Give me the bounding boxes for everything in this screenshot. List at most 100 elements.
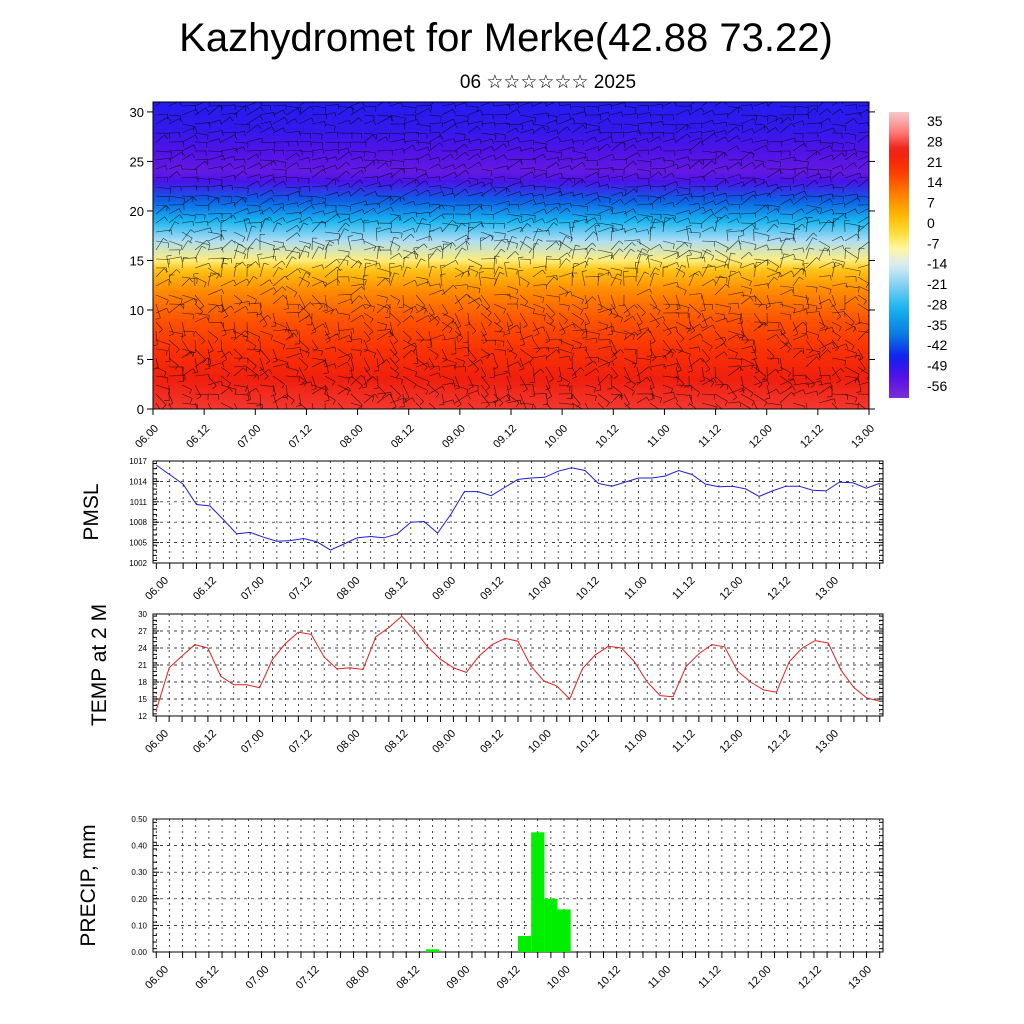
wind-barb <box>363 330 371 340</box>
wind-barb <box>506 324 518 332</box>
wind-barb <box>532 402 537 409</box>
wind-barb <box>636 159 652 163</box>
wind-barb <box>376 116 391 125</box>
wind-barb <box>272 339 286 346</box>
wind-barb <box>545 136 559 143</box>
wind-barb <box>701 226 713 233</box>
wind-barb <box>571 213 587 217</box>
wind-barb <box>714 136 726 143</box>
wind-barb-flag <box>504 350 507 356</box>
wind-barb-flag <box>804 143 808 148</box>
wind-barb-flag <box>309 414 314 415</box>
wind-barb-flag <box>837 336 841 342</box>
wind-barb-flag <box>174 221 180 225</box>
wind-barb-flag <box>699 160 703 165</box>
wind-barb <box>831 235 842 242</box>
wind-barb <box>701 150 717 154</box>
wind-barb <box>246 387 257 395</box>
wind-barb <box>597 195 611 199</box>
wind-barb <box>441 119 454 125</box>
wind-barb <box>272 222 278 233</box>
y-axis-title: PRECIP, mm <box>77 824 100 946</box>
wind-barb <box>532 230 549 233</box>
wind-barb <box>675 303 690 308</box>
wind-barb-flag <box>191 153 196 159</box>
wind-barb-flag <box>282 109 286 115</box>
wind-barb <box>792 321 799 335</box>
wind-barb <box>428 348 439 356</box>
wind-barb <box>635 262 638 278</box>
wind-barb <box>753 261 757 278</box>
wind-barb <box>168 303 181 314</box>
wind-barb-flag <box>414 306 418 311</box>
wind-barb <box>467 258 482 267</box>
wind-barb-flag <box>248 219 251 225</box>
wind-barb-flag <box>300 353 303 359</box>
wind-barb-flag <box>544 172 548 178</box>
wind-barb <box>480 267 495 270</box>
wind-barb <box>636 105 649 107</box>
wind-barb <box>298 357 309 367</box>
wind-barb-flag <box>844 360 847 366</box>
wind-barb <box>571 139 583 143</box>
wind-barb <box>402 105 417 109</box>
wind-barb <box>194 393 209 396</box>
wind-barb-flag <box>347 376 353 379</box>
wind-barb <box>662 294 671 307</box>
wind-barb-flag <box>358 295 364 300</box>
wind-barb-flag <box>725 193 728 199</box>
wind-barb-flag <box>362 304 366 310</box>
wind-barb <box>181 351 191 359</box>
wind-barb <box>844 393 857 398</box>
wind-barb-flag <box>365 201 368 206</box>
wind-barb <box>480 384 489 395</box>
wind-barb <box>831 402 838 409</box>
wind-barb <box>545 162 557 170</box>
wind-barb-flag <box>259 174 262 180</box>
wind-barb <box>207 393 219 395</box>
wind-barb <box>207 289 223 296</box>
wind-barb <box>194 102 206 107</box>
wind-barb <box>428 245 441 251</box>
wind-barb-flag <box>791 289 795 295</box>
wind-barb <box>259 207 271 215</box>
wind-barb-flag <box>613 375 618 380</box>
wind-barb <box>792 190 805 197</box>
wind-barb-flag <box>857 197 861 203</box>
wind-barb <box>155 229 172 233</box>
wind-barb-flag <box>508 372 511 378</box>
wind-barb-flag <box>204 161 209 166</box>
wind-barb-flag <box>299 131 301 137</box>
wind-barb-flag <box>262 324 268 328</box>
wind-barb-flag <box>607 362 611 368</box>
wind-barb <box>597 325 613 332</box>
wind-barb <box>428 316 438 323</box>
wind-barb-flag <box>414 279 418 285</box>
wind-barb-flag <box>542 218 545 224</box>
wind-barb-flag <box>555 241 560 246</box>
wind-barb-flag <box>749 409 752 413</box>
wind-barb <box>597 321 608 326</box>
wind-barb-flag <box>503 309 506 314</box>
wind-barb <box>597 226 613 233</box>
wind-barb <box>415 402 423 409</box>
wind-barb-flag <box>480 222 485 228</box>
wind-barb <box>792 228 796 242</box>
wind-barb <box>428 312 440 323</box>
wind-barb <box>480 182 491 188</box>
wind-barb <box>532 346 549 350</box>
wind-barb <box>519 276 530 284</box>
wind-barb-flag <box>851 345 855 351</box>
wind-barb <box>753 259 768 269</box>
wind-barb-flag <box>466 389 469 395</box>
wind-barb <box>402 227 414 233</box>
wind-barb <box>610 175 623 179</box>
wind-barb-flag <box>243 146 246 152</box>
wind-barb-flag <box>788 384 793 389</box>
wind-barb <box>493 303 506 310</box>
wind-barb-flag <box>586 248 588 254</box>
x-tick-label: 07.00 <box>235 423 263 451</box>
wind-barb <box>493 339 505 342</box>
wind-barb <box>480 330 488 342</box>
wind-barb-flag <box>264 218 270 221</box>
